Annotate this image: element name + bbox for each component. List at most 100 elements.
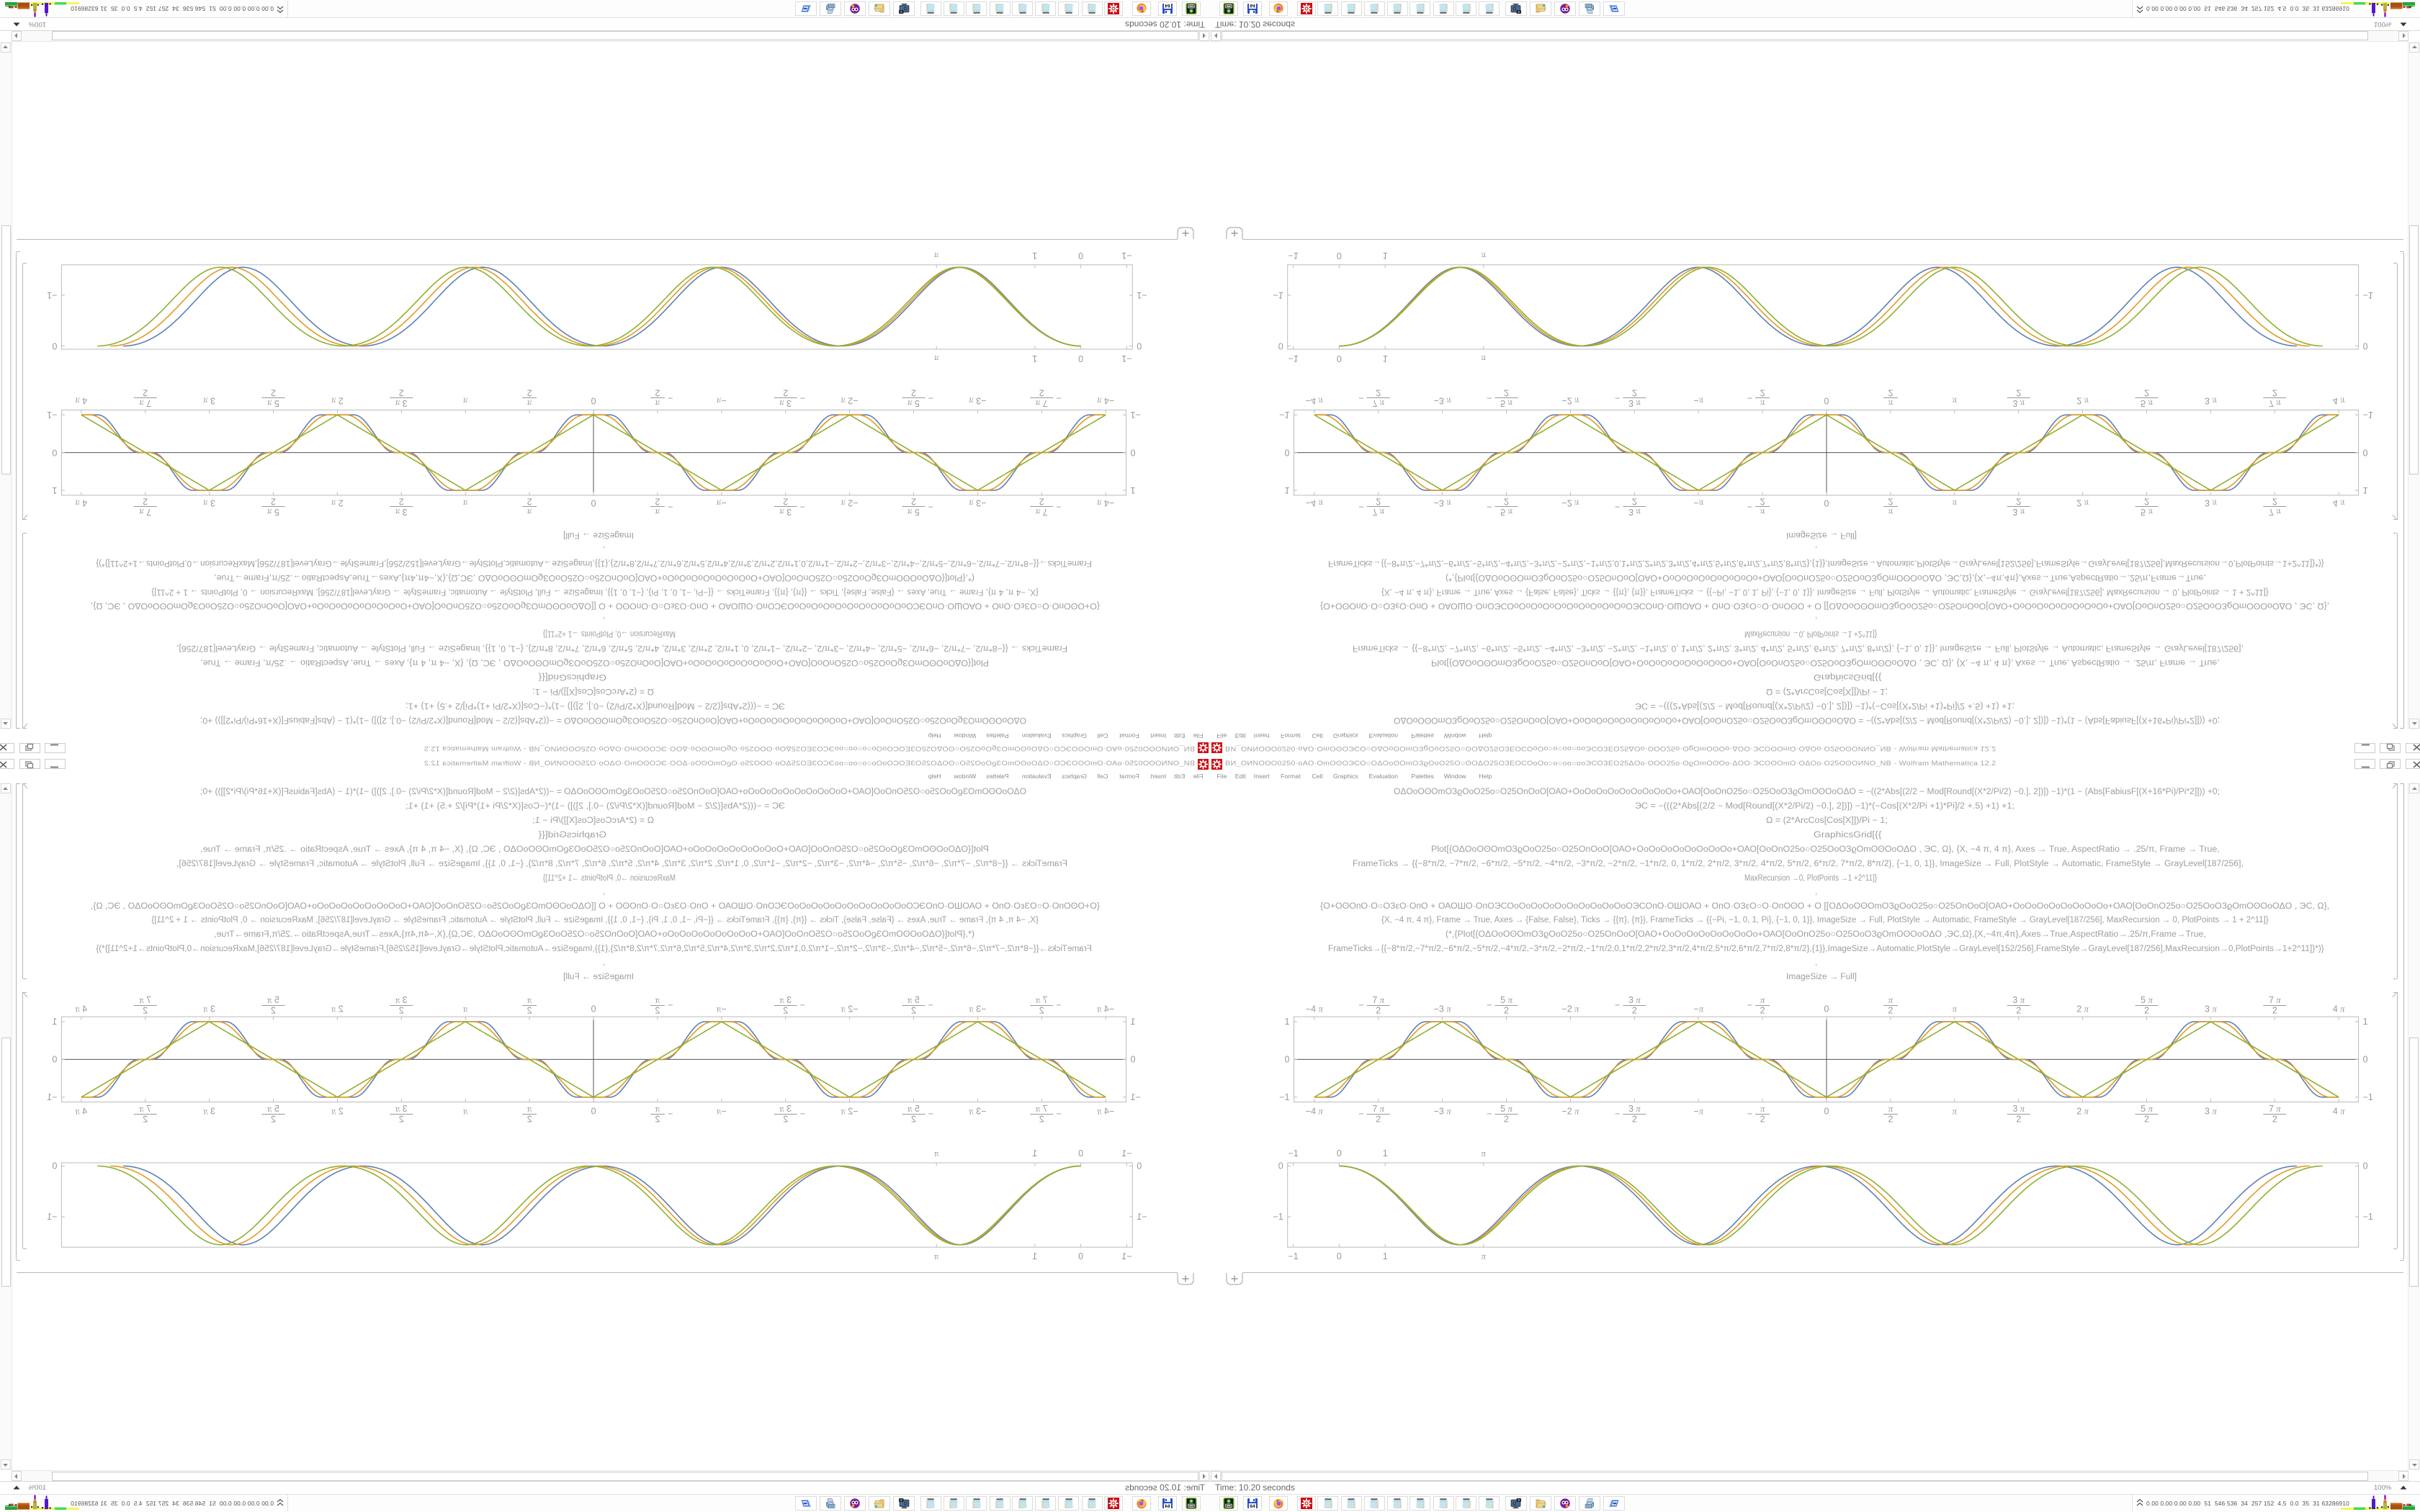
svg-text:−2 π: −2 π bbox=[841, 396, 859, 406]
svg-text:−1: −1 bbox=[47, 1092, 57, 1102]
svg-text:−3 π: −3 π bbox=[1434, 1107, 1452, 1117]
svg-text:2: 2 bbox=[911, 388, 916, 398]
svg-text:7 π: 7 π bbox=[2269, 507, 2281, 517]
svg-text:−: − bbox=[668, 502, 673, 512]
svg-text:−1: −1 bbox=[1288, 354, 1298, 364]
svg-text:π: π bbox=[1760, 1104, 1765, 1114]
svg-text:−2 π: −2 π bbox=[1561, 498, 1579, 508]
svg-text:−π: −π bbox=[1693, 1107, 1703, 1117]
svg-text:2: 2 bbox=[143, 1115, 148, 1125]
svg-text:−π: −π bbox=[716, 396, 726, 406]
svg-text:5 π: 5 π bbox=[2141, 1104, 2153, 1114]
svg-text:64: 64 bbox=[1165, 1504, 1170, 1509]
svg-text:0: 0 bbox=[52, 1161, 57, 1171]
svg-text:2: 2 bbox=[527, 1115, 532, 1125]
svg-text:−: − bbox=[668, 1109, 673, 1119]
svg-text:2: 2 bbox=[1504, 497, 1509, 507]
svg-text:−π: −π bbox=[1693, 396, 1703, 406]
svg-text:π: π bbox=[1482, 251, 1487, 261]
svg-text:π: π bbox=[1888, 995, 1894, 1005]
svg-text:2: 2 bbox=[2144, 1115, 2149, 1125]
svg-text:3 π: 3 π bbox=[2012, 398, 2025, 408]
svg-text:−π: −π bbox=[716, 1107, 726, 1117]
svg-text:−: − bbox=[1056, 1109, 1061, 1119]
svg-text:2: 2 bbox=[783, 1115, 788, 1125]
svg-text:−: − bbox=[1747, 1109, 1752, 1119]
svg-text:0: 0 bbox=[2363, 1054, 2368, 1064]
svg-text:−3 π: −3 π bbox=[969, 498, 987, 508]
svg-text:2 π: 2 π bbox=[2076, 1004, 2089, 1014]
svg-text:−: − bbox=[1615, 393, 1620, 403]
svg-text:−1: −1 bbox=[1121, 251, 1131, 261]
svg-text:0: 0 bbox=[1137, 341, 1142, 351]
svg-text:64: 64 bbox=[1250, 1504, 1255, 1509]
svg-text:−: − bbox=[1056, 502, 1061, 512]
svg-text:−π: −π bbox=[716, 1004, 726, 1014]
svg-text:7 π: 7 π bbox=[2269, 995, 2281, 1005]
svg-text:π: π bbox=[655, 995, 660, 1005]
svg-text:7 π: 7 π bbox=[139, 1104, 151, 1114]
svg-text:π: π bbox=[655, 507, 660, 517]
svg-text:−: − bbox=[1615, 1000, 1620, 1010]
svg-text:5 π: 5 π bbox=[2141, 507, 2153, 517]
svg-text:2 π: 2 π bbox=[2076, 498, 2089, 508]
svg-text:7 π: 7 π bbox=[1035, 995, 1047, 1005]
svg-text:7 π: 7 π bbox=[1372, 1104, 1384, 1114]
svg-text:2: 2 bbox=[143, 497, 148, 507]
svg-text:−1: −1 bbox=[47, 290, 57, 300]
svg-text:3 π: 3 π bbox=[1628, 995, 1641, 1005]
svg-text:−1: −1 bbox=[1288, 1148, 1298, 1158]
svg-text:64: 64 bbox=[1165, 4, 1170, 9]
svg-text:π: π bbox=[462, 498, 467, 508]
svg-text:3 π: 3 π bbox=[203, 498, 215, 508]
svg-text:3 π: 3 π bbox=[395, 398, 407, 408]
svg-text:2: 2 bbox=[1632, 1115, 1637, 1125]
svg-text:π: π bbox=[526, 1104, 532, 1114]
svg-text:−1: −1 bbox=[1130, 410, 1140, 420]
svg-text:0: 0 bbox=[1285, 1054, 1290, 1064]
svg-text:1: 1 bbox=[1285, 485, 1290, 495]
svg-text:0: 0 bbox=[1130, 448, 1135, 458]
svg-text:3 π: 3 π bbox=[1628, 398, 1641, 408]
svg-text:2: 2 bbox=[2272, 388, 2277, 398]
svg-text:4 π: 4 π bbox=[2333, 1107, 2345, 1117]
svg-text:−4 π: −4 π bbox=[1306, 1004, 1324, 1014]
svg-text:5 π: 5 π bbox=[266, 1104, 279, 1114]
svg-text:2: 2 bbox=[399, 497, 404, 507]
svg-text:0: 0 bbox=[1078, 354, 1083, 364]
svg-text:7 π: 7 π bbox=[139, 398, 151, 408]
svg-text:2: 2 bbox=[783, 497, 788, 507]
svg-text:π: π bbox=[1482, 1148, 1487, 1158]
svg-text:−: − bbox=[1615, 502, 1620, 512]
svg-text:π: π bbox=[1760, 398, 1765, 408]
svg-text:2: 2 bbox=[655, 1115, 660, 1125]
svg-text:2 π: 2 π bbox=[331, 1107, 343, 1117]
svg-text:2: 2 bbox=[911, 1115, 916, 1125]
svg-text:2: 2 bbox=[1504, 1115, 1509, 1125]
svg-text:5 π: 5 π bbox=[266, 398, 279, 408]
svg-text:3 π: 3 π bbox=[203, 1107, 215, 1117]
svg-text:2: 2 bbox=[143, 1006, 148, 1016]
svg-text:2: 2 bbox=[1504, 388, 1509, 398]
svg-text:1: 1 bbox=[1383, 354, 1388, 364]
svg-text:2: 2 bbox=[1039, 497, 1044, 507]
svg-text:2: 2 bbox=[399, 388, 404, 398]
svg-text:−1: −1 bbox=[2363, 290, 2373, 300]
svg-text:5 π: 5 π bbox=[1500, 995, 1512, 1005]
svg-text:2: 2 bbox=[271, 497, 276, 507]
svg-text:−: − bbox=[800, 1000, 805, 1010]
svg-text:3 π: 3 π bbox=[395, 995, 407, 1005]
svg-text:−4 π: −4 π bbox=[1096, 498, 1114, 508]
svg-text:3 π: 3 π bbox=[2012, 995, 2025, 1005]
svg-text:2: 2 bbox=[2016, 1006, 2021, 1016]
svg-text:−: − bbox=[928, 1000, 933, 1010]
svg-text:4 π: 4 π bbox=[75, 498, 87, 508]
svg-text:−: − bbox=[1747, 393, 1752, 403]
svg-text:−: − bbox=[1358, 1000, 1363, 1010]
svg-text:5 π: 5 π bbox=[1500, 1104, 1512, 1114]
svg-text:−4 π: −4 π bbox=[1306, 498, 1324, 508]
svg-text:0: 0 bbox=[1285, 448, 1290, 458]
svg-text:−2 π: −2 π bbox=[841, 498, 859, 508]
svg-text:−: − bbox=[928, 1109, 933, 1119]
svg-text:π: π bbox=[462, 396, 467, 406]
